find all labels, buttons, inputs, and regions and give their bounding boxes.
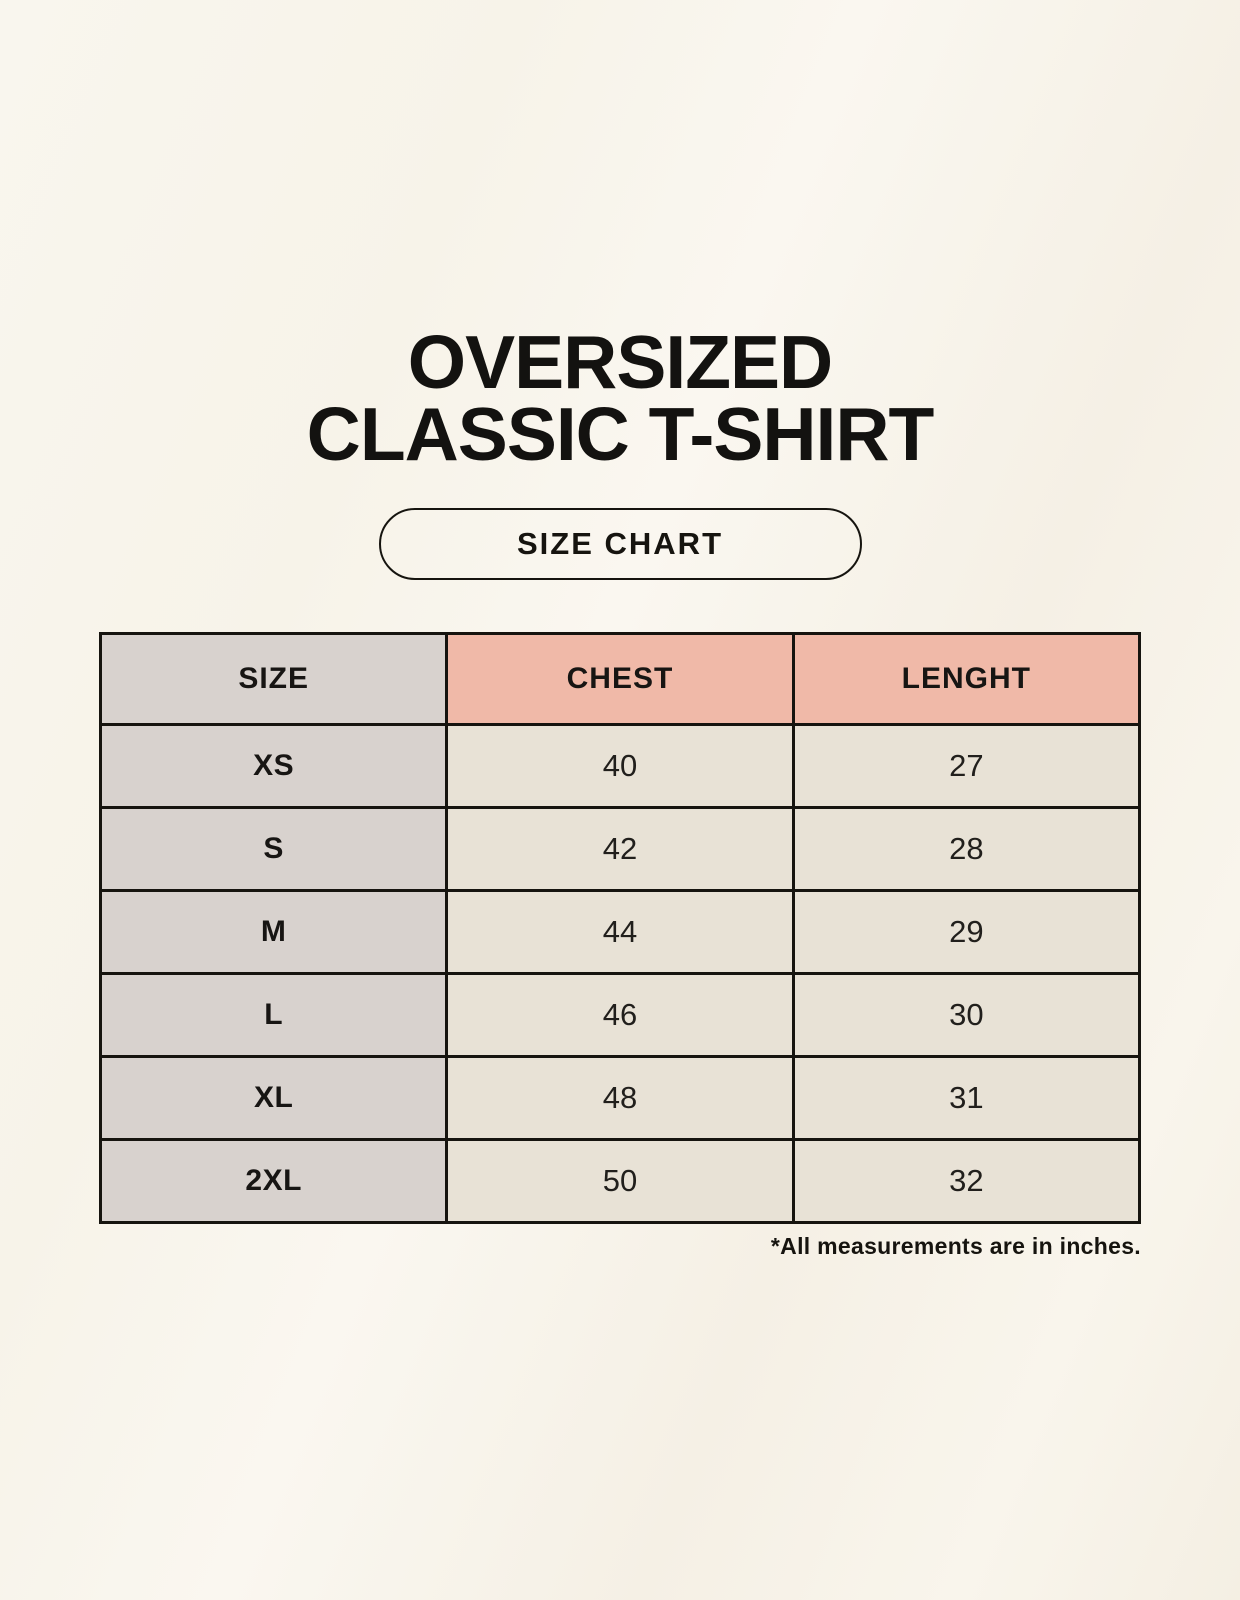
chest-cell: 46 bbox=[445, 972, 795, 1058]
measurements-note: *All measurements are in inches. bbox=[770, 1233, 1141, 1259]
table-row-m: M 44 29 bbox=[98, 889, 1142, 975]
size-cell: XL bbox=[98, 1055, 449, 1141]
length-cell: 28 bbox=[791, 806, 1142, 892]
header-chest: CHEST bbox=[445, 632, 795, 726]
size-chart-button[interactable]: SIZE CHART bbox=[378, 508, 862, 580]
length-cell: 30 bbox=[791, 972, 1142, 1058]
size-cell: XS bbox=[98, 723, 449, 809]
title-line-1: OVERSIZED bbox=[407, 320, 833, 404]
length-cell: 32 bbox=[791, 1138, 1142, 1224]
chest-cell: 40 bbox=[445, 723, 795, 809]
size-table-container: SIZE CHEST LENGHT XS 40 27 S 42 28 M bbox=[98, 632, 1142, 1260]
size-cell: L bbox=[98, 972, 449, 1058]
table-row-s: S 42 28 bbox=[98, 806, 1142, 892]
size-cell: M bbox=[98, 889, 449, 975]
table-row-xs: XS 40 27 bbox=[98, 723, 1142, 809]
table-row-xl: XL 48 31 bbox=[98, 1055, 1142, 1141]
length-cell: 29 bbox=[791, 889, 1142, 975]
length-cell: 27 bbox=[791, 723, 1142, 809]
header-length: LENGHT bbox=[791, 632, 1142, 726]
chest-cell: 48 bbox=[445, 1055, 795, 1141]
size-chart-label: SIZE CHART bbox=[517, 526, 723, 561]
size-cell: 2XL bbox=[98, 1138, 449, 1224]
title-line-2: CLASSIC T-SHIRT bbox=[306, 392, 935, 476]
table-row-2xl: 2XL 50 32 bbox=[98, 1138, 1142, 1224]
size-cell: S bbox=[98, 806, 449, 892]
table-header-row: SIZE CHEST LENGHT bbox=[98, 632, 1142, 726]
chest-cell: 50 bbox=[445, 1138, 795, 1224]
header-size: SIZE bbox=[98, 632, 449, 726]
length-cell: 31 bbox=[791, 1055, 1142, 1141]
chest-cell: 44 bbox=[445, 889, 795, 975]
chest-cell: 42 bbox=[445, 806, 795, 892]
page-title: OVERSIZED CLASSIC T-SHIRT bbox=[0, 0, 1240, 476]
size-table: SIZE CHEST LENGHT XS 40 27 S 42 28 M bbox=[98, 632, 1142, 1224]
table-row-l: L 46 30 bbox=[98, 972, 1142, 1058]
